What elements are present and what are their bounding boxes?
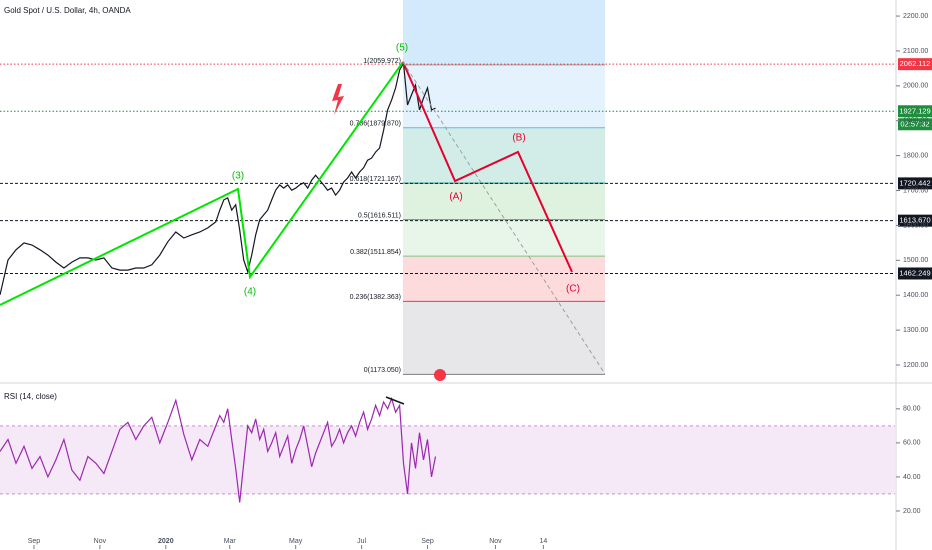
countdown-box (898, 118, 932, 131)
price-label: 1462.249 (899, 268, 930, 277)
price-label: 1720.442 (899, 178, 930, 187)
y-tick-label: 20.00 (903, 508, 921, 515)
plot: (3) (4) (5) (A) (B) (C) (0, 43, 895, 503)
x-tick-label: 2020 (158, 538, 174, 545)
y-tick-label: 40.00 (903, 474, 921, 481)
fib-band (403, 301, 605, 375)
axes: 2062.112 1927.129 1720.442 1613.670 1462.249… (28, 13, 932, 549)
x-tick-label: Mar (224, 538, 237, 545)
price-label-box (898, 177, 932, 190)
fib-label: 0.618(1721.167) (350, 176, 401, 183)
y-tick-label: 1900.00 (903, 118, 928, 125)
wave-label: (B) (512, 133, 525, 144)
series-line (0, 396, 437, 503)
trend-line (402, 61, 606, 375)
y-tick-label: 2000.00 (903, 83, 928, 90)
fib-label: 1(2059.972) (363, 58, 401, 65)
price-label: 1613.670 (899, 216, 930, 225)
x-tick-label: May (289, 538, 303, 545)
price-label-box (898, 214, 932, 227)
x-tick-label: Jul (357, 538, 366, 545)
rsi-divergence (385, 396, 405, 405)
price-label-box (898, 58, 932, 71)
y-tick-label: 2200.00 (903, 13, 928, 20)
fib-label: 0.236(1382.363) (350, 294, 401, 301)
y-tick-label: 1400.00 (903, 292, 928, 299)
y-tick-label: 1200.00 (903, 362, 928, 369)
y-tick-label: 2100.00 (903, 48, 928, 55)
chart-title: Gold Spot / U.S. Dollar, 4h, OANDA (4, 6, 131, 15)
y-tick-label: 1600.00 (903, 222, 928, 229)
fib-label: 0.786(1879.870) (350, 121, 401, 128)
fib-band (403, 183, 605, 220)
x-tick-label: Sep (421, 538, 434, 545)
y-tick-label: 60.00 (903, 440, 921, 447)
price-label-box (898, 105, 932, 118)
fib-band (403, 127, 605, 184)
x-tick-label: Nov (94, 538, 107, 545)
fib-label: 0(1173.050) (364, 367, 401, 374)
wave-label: (4) (244, 287, 256, 298)
price-label: 1927.129 (899, 106, 930, 115)
fib-band (403, 64, 605, 128)
y-tick-label: 1800.00 (903, 152, 928, 159)
fib-retracement: 1(2059.972) 0.786(1879.870) 0.618(1721.167… (350, 0, 605, 375)
countdown: 02:57:32 (900, 119, 929, 128)
wave-label: (C) (566, 284, 580, 295)
x-tick-label: Sep (28, 538, 41, 545)
rsi-title: RSI (14, close) (4, 392, 57, 401)
series-line (0, 61, 436, 296)
wave-label: (A) (449, 192, 462, 203)
projection-line (402, 61, 573, 273)
y-tick-label: 80.00 (903, 406, 921, 413)
y-tick-label: 1700.00 (903, 187, 928, 194)
fib-band (403, 219, 605, 257)
fib-label: 0.5(1616.511) (358, 213, 401, 220)
lightning-icon (332, 84, 344, 115)
wave-label: (3) (232, 171, 244, 182)
fib-extension-zone (403, 0, 605, 65)
wave-line (0, 61, 404, 306)
price-label-box (898, 267, 932, 280)
x-tick-label: 14 (539, 538, 547, 545)
y-tick-label: 1500.00 (903, 257, 928, 264)
rsi-band (0, 425, 895, 494)
x-tick-label: Nov (489, 538, 502, 545)
y-tick-label: 1300.00 (903, 327, 928, 334)
event-icon (434, 369, 446, 381)
fib-label: 0.382(1511.854) (350, 249, 401, 256)
wave-label: (5) (396, 43, 408, 54)
fib-band (403, 256, 605, 302)
price-label: 2062.112 (900, 59, 931, 68)
